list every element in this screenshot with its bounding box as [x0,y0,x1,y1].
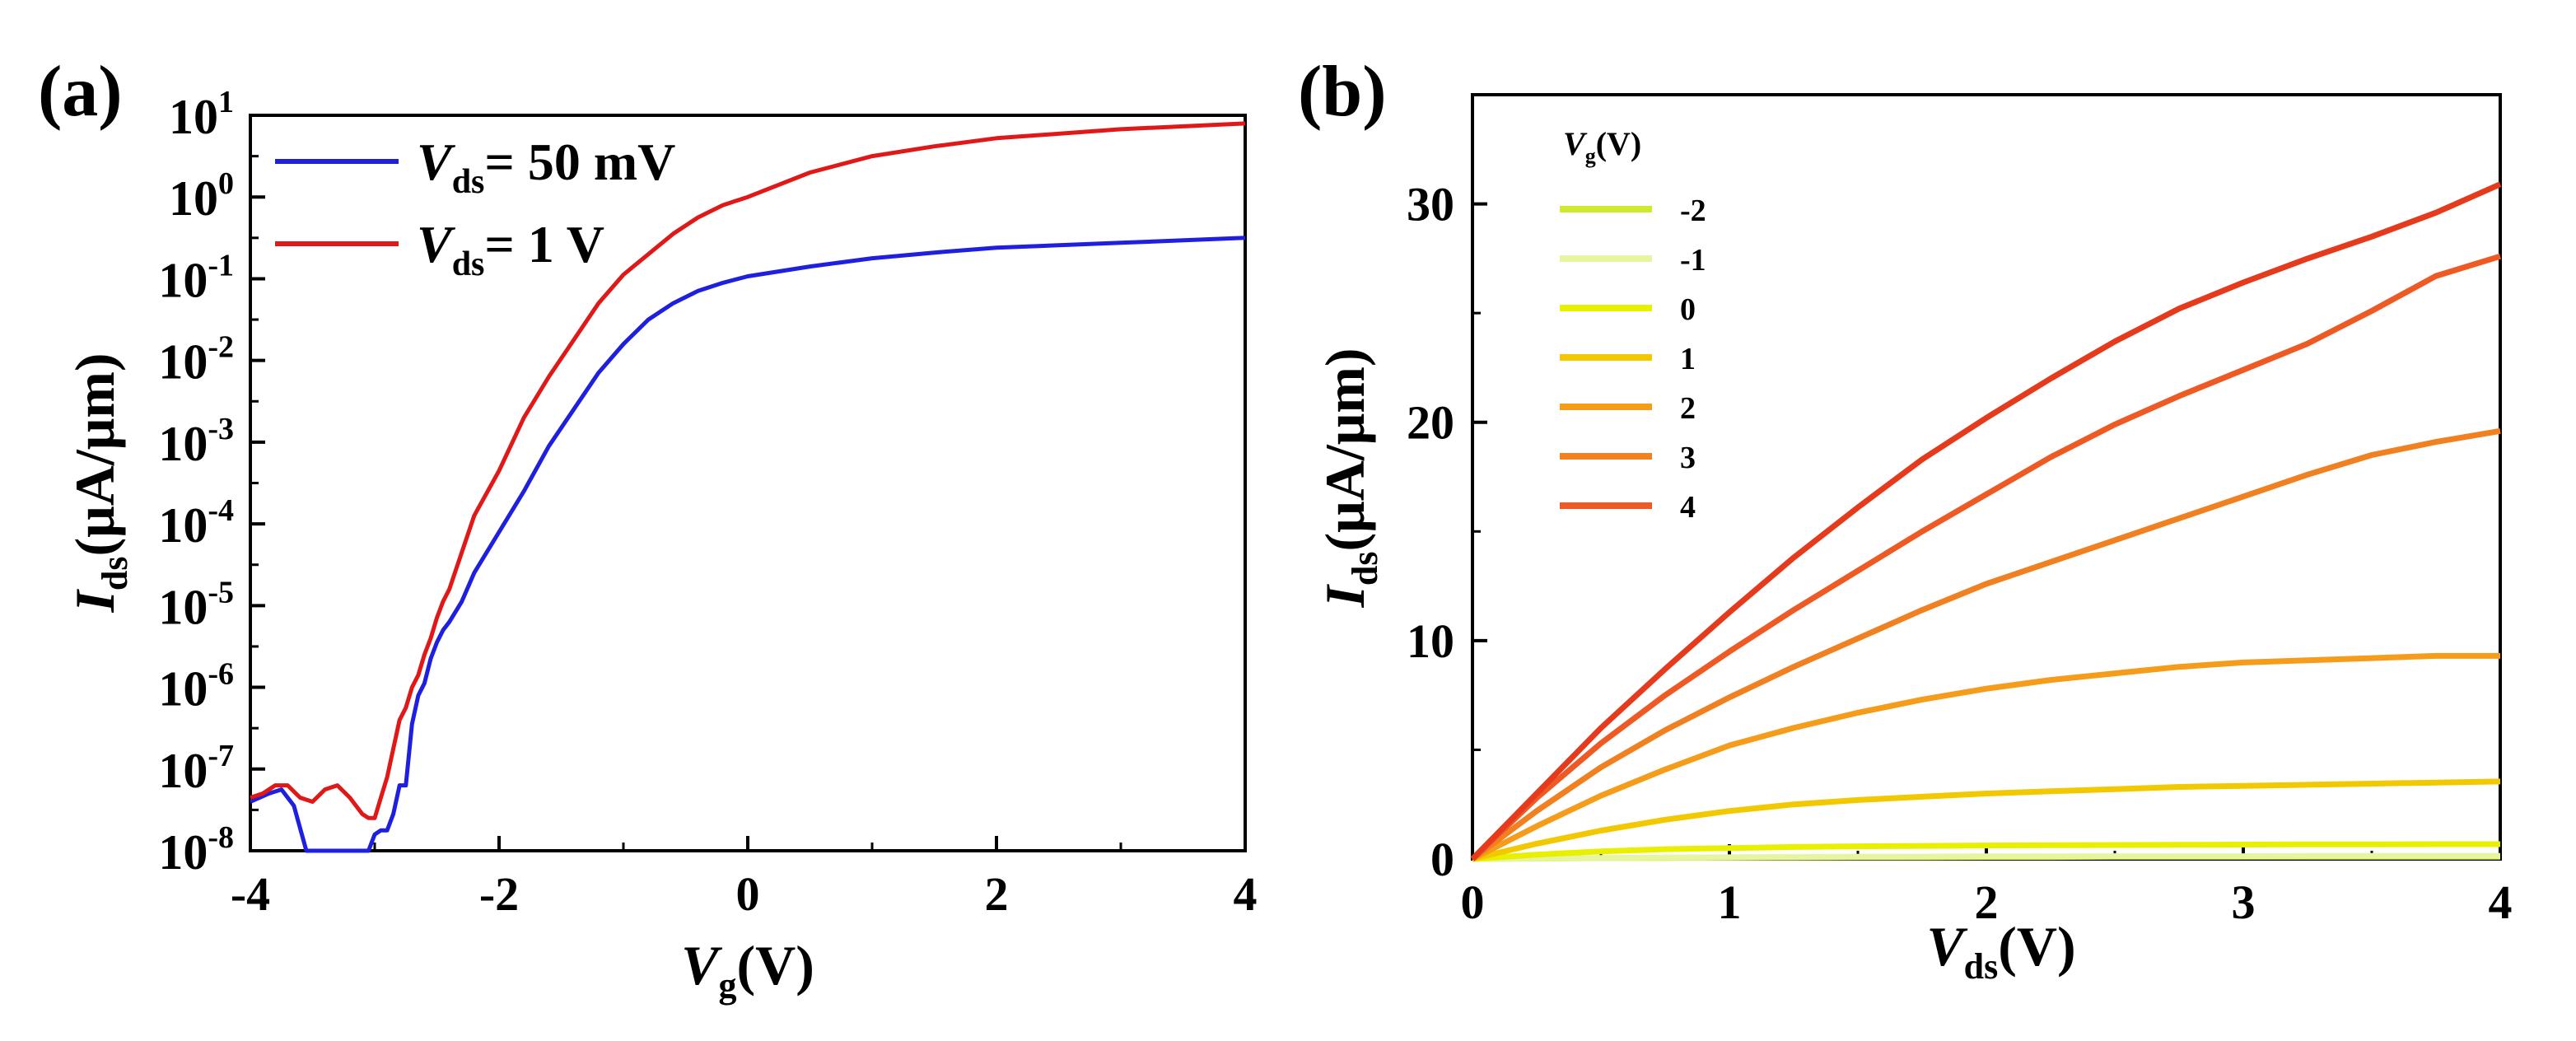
panel-a-series-vds-1v-line [250,121,1246,820]
panel-b-series-line [1471,652,2500,862]
panel-a-y-tick-label: 101 [169,85,234,144]
panel-b-legend: Vg(V) -2 -1 0 1 2 3 4 [1560,125,1706,525]
panel-b-x-tick-label: 0 [1461,875,1485,929]
panel-a-y-tick-label: 100 [169,166,234,226]
panel-b-series-line [1472,778,2501,862]
panel-a-series-vds-50mv-line [249,236,1246,853]
panel-a-curves [249,121,1246,853]
panel-a-y-tick-label: 10-1 [158,248,234,307]
panel-a-x-tick-label: -2 [479,867,519,921]
panel-a-y-tick-label: 10-3 [158,412,234,471]
panel-a-x-tick-label: 0 [736,867,760,921]
panel-a-chart: -4 -2 0 2 4 10110010-110-210-310-410-510-610… [63,85,1258,1006]
panel-b-legend-label: 3 [1680,441,1696,475]
panel-a-x-tick-label: -4 [231,867,270,921]
panel-b-legend-label: 1 [1680,342,1696,376]
panel-a-y-tick-label: 10-6 [158,657,234,717]
panel-b-chart: 0 1 2 3 4 0 10 20 30 Vg(V) -2 -1 0 1 2 3 4 Vds(V) Ids… [1314,93,2513,987]
panel-b-legend-label: -2 [1680,194,1706,228]
panel-a-x-tick-label: 4 [1234,867,1258,921]
panel-a-y-axis-title: Ids(μA/μm) [63,352,135,613]
panel-b-y-tick-label: 10 [1407,614,1454,668]
panel-b-x-tick-label: 3 [2232,875,2256,929]
panel-a-x-axis-title: Vg(V) [681,934,814,1006]
panel-b-x-ticks: 0 1 2 3 4 [1461,844,2513,929]
panel-a-x-ticks: -4 -2 0 2 4 [231,836,1258,921]
panel-b-x-tick-label: 4 [2489,875,2513,929]
panel-a-y-tick-label: 10-8 [158,820,234,880]
panel-b-legend-label: -1 [1680,243,1706,278]
panel-a-legend-label: Vds= 50 mV [417,133,675,201]
panel-a-plot-frame [249,114,1247,852]
panel-b-y-tick-label: 0 [1430,833,1454,886]
panel-a-label: (a) [38,52,123,132]
panel-b-x-axis-title: Vds(V) [1926,915,2075,987]
panel-a-x-tick-label: 2 [985,867,1009,921]
panel-b-series-line [1470,427,2501,861]
panel-a-y-ticks: 101 100 10-1 10-2 10-3 10-4 10-5 10-6 10-7 10-8 [158,85,265,880]
panel-b-curves [1470,181,2502,862]
panel-b-legend-label: 2 [1680,391,1696,426]
panel-a-legend-label: Vds= 1 V [417,215,604,283]
panel-b-series-line [1472,852,2500,862]
panel-b-y-axis-title: Ids(μA/μm) [1314,348,1385,608]
panel-b-label: (b) [1298,52,1387,132]
panel-a-legend: Vds= 50 mV Vds= 1 V [275,133,675,283]
panel-a-y-tick-label: 10-2 [158,330,234,390]
panel-b-series-line [1472,841,2500,862]
panel-b-x-tick-label: 1 [1718,875,1742,929]
panel-a-y-tick-label: 10-4 [158,493,234,553]
panel-b-x-tick-label: 2 [1975,875,1999,929]
panel-b-y-tick-label: 30 [1407,178,1454,231]
panel-b-y-ticks: 0 10 20 30 [1407,93,1487,886]
panel-b-legend-label: 4 [1680,490,1696,525]
panel-b-legend-label: 0 [1680,292,1696,327]
panel-a-y-tick-label: 10-5 [158,575,234,634]
panel-a-y-tick-label: 10-7 [158,739,234,798]
panel-b-legend-title: Vg(V) [1563,125,1641,168]
panel-b-series-line [1470,181,2502,861]
panel-b-y-tick-label: 20 [1407,396,1454,450]
panel-b-series-line [1470,253,2502,861]
